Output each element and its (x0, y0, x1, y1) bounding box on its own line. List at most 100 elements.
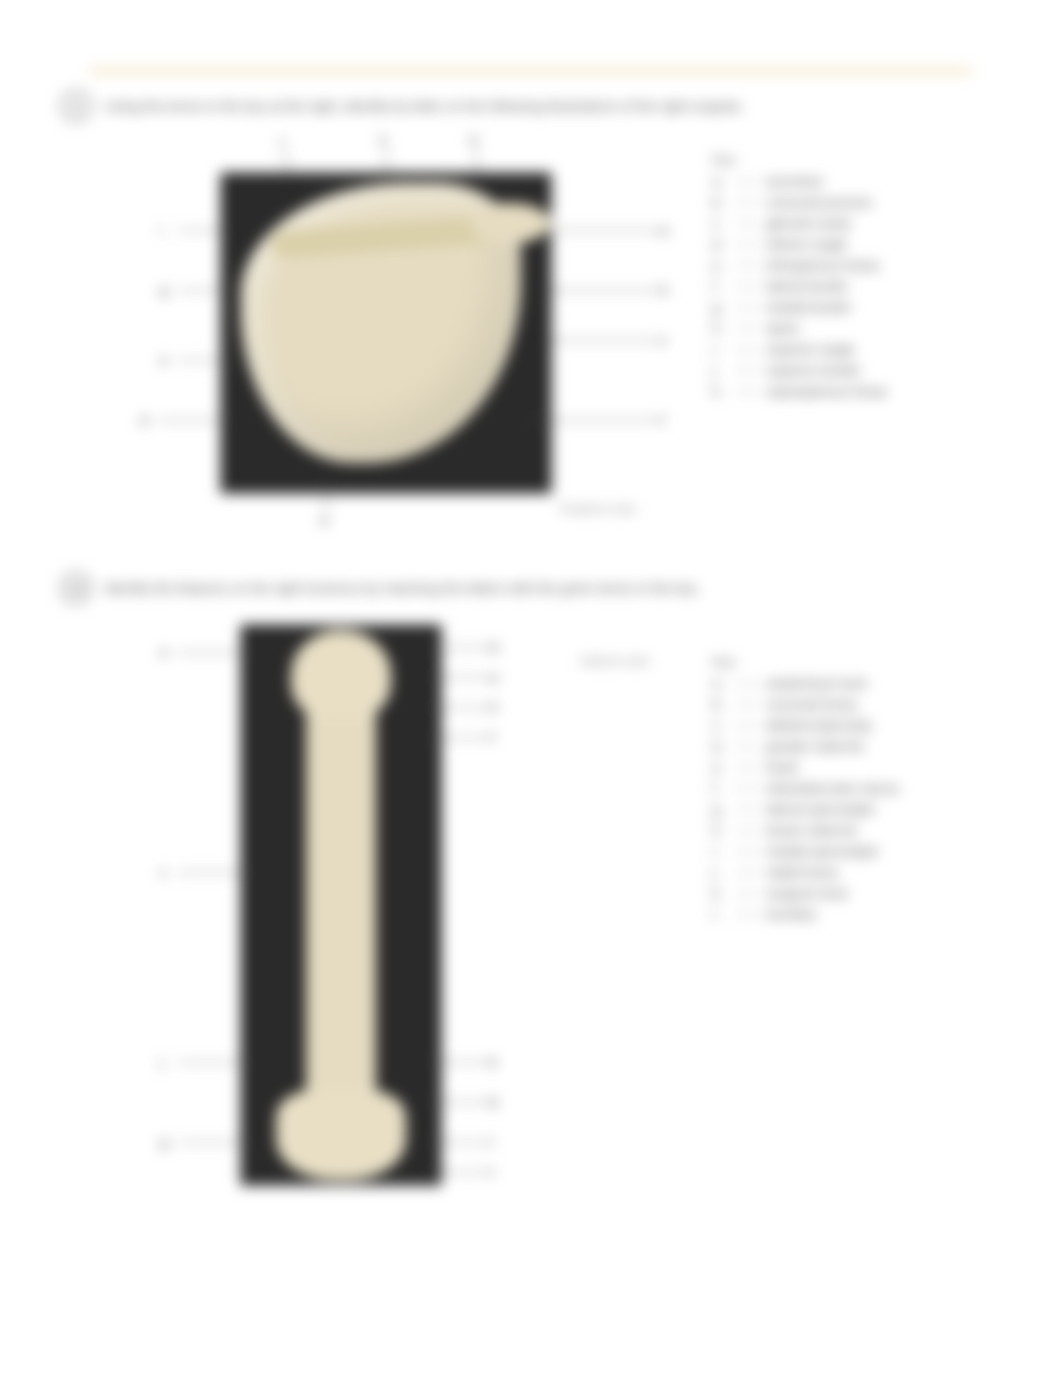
leader-line (178, 872, 248, 873)
scapula-figure-area: j k b i g e d a (60, 132, 1002, 562)
key-letter: b. (712, 696, 736, 712)
key-blank (736, 391, 758, 392)
key-letter: e. (712, 759, 736, 775)
diagram-label: e (160, 352, 168, 368)
key-blank (736, 767, 758, 768)
key-text: radial fossa (766, 864, 962, 880)
key-blank (736, 893, 758, 894)
key-letter: k. (712, 383, 736, 399)
key-item: h.spine (712, 320, 962, 336)
key-blank (736, 328, 758, 329)
key-text: acromion (766, 173, 962, 189)
key-item: l.trochlea (712, 906, 962, 922)
key-letter: i. (712, 341, 736, 357)
key-text: head (766, 759, 962, 775)
key-letter: a. (712, 173, 736, 189)
section-humerus: 10 Identify the features on the right hu… (60, 572, 1002, 1214)
diagram-label: a (490, 669, 498, 685)
key-blank (736, 181, 758, 182)
key-item: a. acromion (712, 173, 962, 189)
leader-line (550, 290, 660, 291)
key-item: b.coronoid fossa (712, 696, 962, 712)
leader-line (178, 290, 228, 291)
scapula-key-list: Key: a.acromion b.coracoid process c.gle… (712, 152, 962, 404)
key-text: inferior angle (766, 236, 962, 252)
leader-line (430, 737, 490, 738)
question-prompt: Identify the features on the right humer… (104, 580, 699, 596)
key-blank (736, 244, 758, 245)
key-item: j.superior border (712, 362, 962, 378)
key-blank (736, 370, 758, 371)
key-letter: g. (712, 801, 736, 817)
key-item: i.medial epicondyle (712, 843, 962, 859)
key-letter: b. (712, 194, 736, 210)
key-text: intertubercular sulcus (766, 780, 962, 796)
question-prompt: Using the terms in the key at the right,… (104, 98, 743, 114)
leader-line (430, 1102, 490, 1103)
diagram-label: h (490, 699, 498, 715)
key-item: e. head (712, 759, 962, 775)
humerus-shaft (324, 755, 358, 1075)
diagram-label: d (490, 639, 498, 655)
leader-line (430, 707, 490, 708)
key-blank (736, 265, 758, 266)
key-item: f.lateral border (712, 278, 962, 294)
key-text: surgical neck (766, 885, 962, 901)
key-letter: c. (712, 215, 736, 231)
key-letter: j. (712, 864, 736, 880)
key-blank (736, 746, 758, 747)
key-text: infraspinous fossa (766, 257, 962, 273)
leader-line (158, 420, 228, 421)
scapula-bone (241, 183, 521, 463)
diagram-label: k (380, 132, 387, 148)
leader-line (430, 1142, 490, 1143)
key-blank (736, 349, 758, 350)
key-letter: e. (712, 257, 736, 273)
key-text: greater tubercle (766, 738, 962, 754)
diagram-label: b (470, 132, 478, 148)
key-letter: j. (712, 362, 736, 378)
key-title: Key: (712, 654, 962, 669)
key-text: lateral border (766, 278, 962, 294)
diagram-label: k (490, 1054, 497, 1070)
key-blank (736, 223, 758, 224)
diagram-label: d (140, 412, 148, 428)
humerus-distal (276, 1090, 406, 1180)
key-item: h.lesser tubercle (712, 822, 962, 838)
leader-line (178, 1142, 248, 1143)
key-text: deltoid tuberosity (766, 717, 962, 733)
key-blank (736, 830, 758, 831)
figure-caption: Anterior view (580, 654, 649, 668)
diagram-label: f (490, 729, 494, 745)
key-blank (736, 286, 758, 287)
key-letter: h. (712, 320, 736, 336)
key-blank (736, 788, 758, 789)
key-letter: g. (712, 299, 736, 315)
key-item: d.greater tubercle (712, 738, 962, 754)
key-text: trochlea (766, 906, 962, 922)
key-item: k.surgical neck (712, 885, 962, 901)
diagram-label: l (490, 1164, 493, 1180)
diagram-label: f (660, 412, 664, 428)
page: 9 Using the terms in the key at the righ… (0, 0, 1062, 1376)
leader-line (530, 420, 660, 421)
diagram-label: g (160, 282, 168, 298)
diagram-label: b (490, 1094, 498, 1110)
key-letter: i. (712, 843, 736, 859)
diagram-label: a (660, 222, 668, 238)
key-item: b. coracoid process (712, 194, 962, 210)
key-title: Key: (712, 152, 962, 167)
humerus-bone (306, 635, 376, 1175)
key-blank (736, 725, 758, 726)
key-text: coracoid process (766, 194, 962, 210)
leader-line (178, 652, 248, 653)
leader-line (178, 1062, 248, 1063)
key-text: lesser tubercle (766, 822, 962, 838)
key-blank (736, 307, 758, 308)
humerus-figure-area: e d a h f c j g k b i (60, 614, 1002, 1214)
leader-line (326, 482, 327, 510)
key-blank (736, 809, 758, 810)
humerus-photo (240, 624, 442, 1186)
key-text: anatomical neck (766, 675, 962, 691)
key-item: j. radial fossa (712, 864, 962, 880)
